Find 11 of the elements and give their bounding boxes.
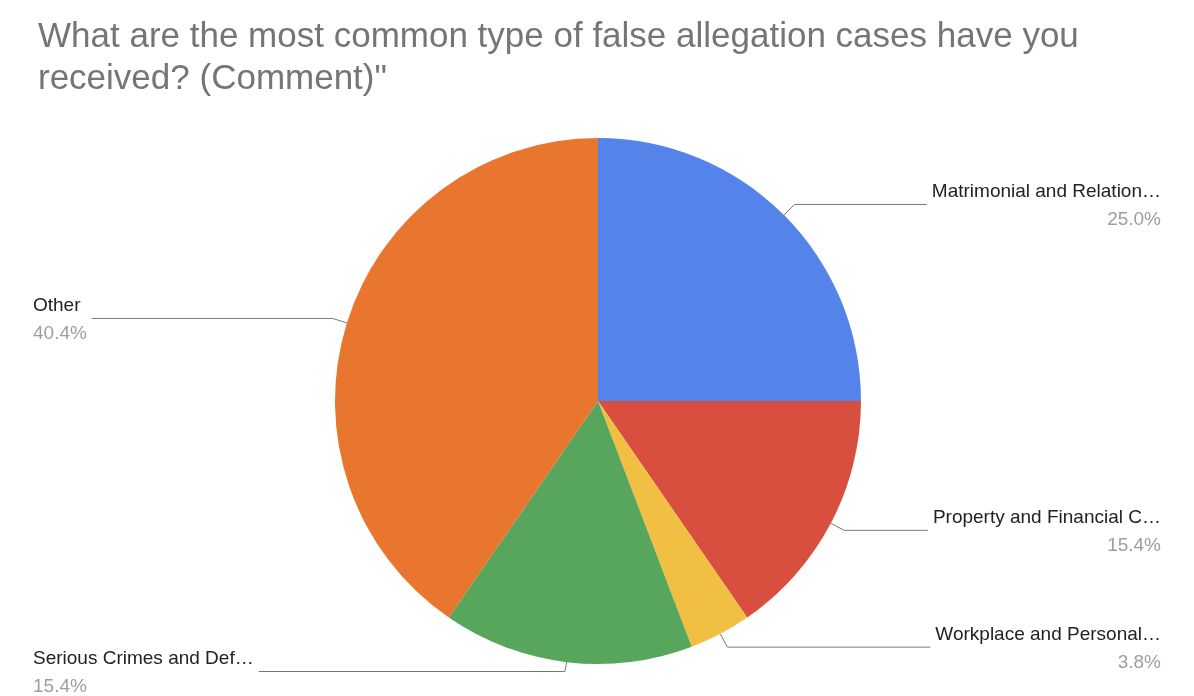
slice-label: Property and Financial C… (932, 505, 1161, 527)
slice-label: Serious Crimes and Def… (33, 647, 254, 668)
data-label: 25.0% (1107, 207, 1162, 229)
data-label: 3.8% (1117, 650, 1162, 672)
data-label: 15.4% (33, 675, 87, 696)
data-label: 40.4% (33, 321, 87, 343)
slice-label: Matrimonial and Relation… (931, 179, 1161, 201)
slice-label: Other (33, 293, 82, 315)
slice-label: Workplace and Personal… (935, 622, 1161, 644)
chart-title: What are the most common type of false allegation cases have you received? (Comment)" (38, 14, 1089, 96)
data-label: 15.4% (1107, 533, 1162, 555)
